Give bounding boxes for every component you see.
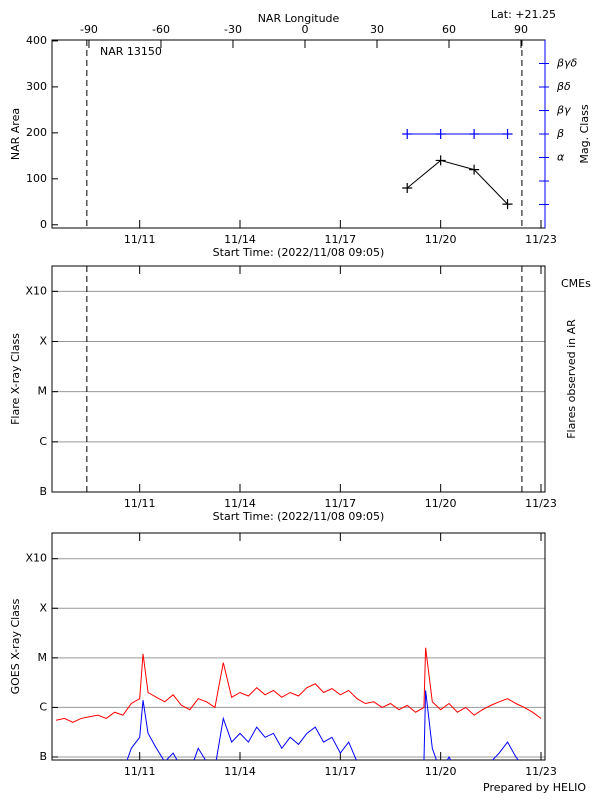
x2-tick-label: -30 <box>224 23 242 36</box>
plot-frame <box>51 532 546 761</box>
x2-tick-label: 0 <box>301 23 308 36</box>
y2-tick-label: βδ <box>556 80 571 93</box>
y2-axis-label: Mag. Class <box>578 104 591 163</box>
x2-tick-label: -60 <box>152 23 170 36</box>
data-point <box>502 199 513 210</box>
x-tick-label: 11/20 <box>425 233 457 246</box>
y-tick-label: 100 <box>26 172 47 185</box>
y-tick-label: X <box>39 601 47 614</box>
annotation: CMEs <box>561 277 591 290</box>
x2-tick-label: 90 <box>514 23 528 36</box>
plot-frame <box>51 265 546 493</box>
x-tick-label: 11/17 <box>324 497 356 510</box>
y-tick-label: 0 <box>40 218 47 231</box>
x-tick-label: 11/11 <box>124 233 156 246</box>
x2-tick-label: 60 <box>442 23 456 36</box>
x-tick-label: 11/17 <box>324 233 356 246</box>
chart-title: NAR 13150 <box>100 45 162 58</box>
x-axis-label: Start Time: (2022/11/08 09:05) <box>213 510 385 523</box>
data-point <box>435 155 446 166</box>
x-axis-label: Start Time: (2022/11/08 09:05) <box>213 246 385 259</box>
y-tick-label: M <box>38 385 48 398</box>
y2-tick-label: α <box>557 151 565 164</box>
y2-tick-label: βγδ <box>556 57 578 70</box>
data-point <box>402 183 413 194</box>
x-tick-label: 11/17 <box>324 765 356 778</box>
y2-tick-label: β <box>556 127 564 140</box>
series-group <box>402 155 513 210</box>
series-line <box>406 159 508 205</box>
x-tick-label: 11/11 <box>124 765 156 778</box>
y-axis-label: GOES X-ray Class <box>9 598 22 694</box>
y2-axis-label: Flares observed in AR <box>565 319 578 439</box>
data-point <box>469 129 480 139</box>
y2-tick-label: βγ <box>556 104 571 117</box>
x2-axis-label: NAR Longitude <box>258 12 340 25</box>
x-tick-label: 11/11 <box>124 497 156 510</box>
data-point <box>435 129 446 139</box>
y-tick-label: 400 <box>26 34 47 47</box>
x-tick-label: 11/23 <box>525 497 557 510</box>
y-tick-label: M <box>38 651 48 664</box>
y-tick-label: C <box>39 435 47 448</box>
x-tick-label: 11/20 <box>425 497 457 510</box>
data-point <box>502 129 513 139</box>
y-tick-label: 200 <box>26 126 47 139</box>
data-point <box>402 129 413 139</box>
x-tick-label: 11/14 <box>224 497 256 510</box>
y-tick-label: X <box>39 335 47 348</box>
series-line <box>55 647 542 723</box>
data-point <box>469 164 480 175</box>
y-axis-label: NAR Area <box>9 108 22 160</box>
x-tick-label: 11/14 <box>224 233 256 246</box>
y-tick-label: C <box>39 700 47 713</box>
series-group <box>126 690 519 760</box>
series-group <box>402 129 513 139</box>
y-axis-label: Flare X-ray Class <box>9 333 22 425</box>
y-tick-label: 300 <box>26 80 47 93</box>
x-tick-label: 11/23 <box>525 765 557 778</box>
y-tick-label: X10 <box>25 552 47 565</box>
y-tick-label: B <box>39 485 47 498</box>
x-tick-label: 11/23 <box>525 233 557 246</box>
x2-tick-label: -90 <box>80 23 98 36</box>
series-group <box>55 647 542 723</box>
chart-subtitle: Lat: +21.25 <box>491 8 556 21</box>
x2-tick-label: 30 <box>370 23 384 36</box>
y-tick-label: X10 <box>25 284 47 297</box>
series-line <box>126 690 519 760</box>
y-tick-label: B <box>39 750 47 763</box>
x-tick-label: 11/20 <box>425 765 457 778</box>
x-tick-label: 11/14 <box>224 765 256 778</box>
footer: Prepared by HELIO <box>483 781 586 794</box>
